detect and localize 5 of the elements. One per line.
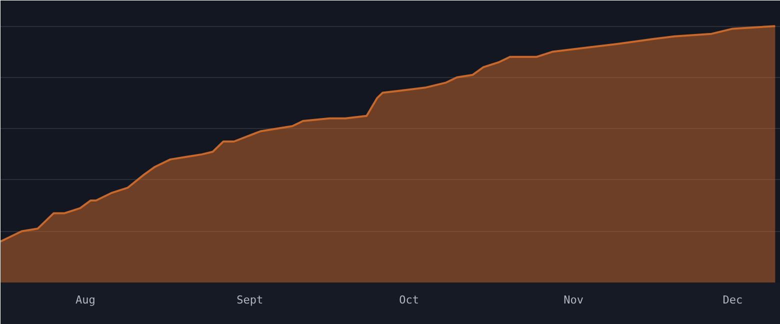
x-tick-label: Nov <box>564 294 584 306</box>
x-tick-label: Sept <box>236 294 264 306</box>
x-tick-label: Oct <box>399 294 420 306</box>
x-tick-label: Aug <box>75 294 96 306</box>
x-tick-label: Dec <box>722 294 743 306</box>
